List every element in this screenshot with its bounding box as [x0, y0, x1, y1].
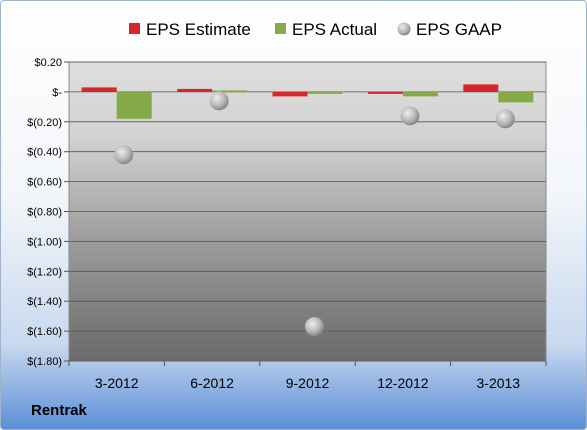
bar-eps-estimate: [272, 91, 308, 97]
legend: EPS Estimate EPS Actual EPS GAAP: [129, 20, 502, 39]
legend-swatch-gaap: [397, 22, 411, 36]
bar-layer: [81, 84, 534, 119]
bar-eps-estimate: [463, 84, 499, 92]
point-eps-gaap: [209, 91, 229, 111]
x-tick-label: 3-2012: [95, 375, 139, 391]
point-eps-gaap: [114, 145, 134, 165]
bar-eps-actual: [402, 91, 438, 97]
bar-eps-estimate: [81, 87, 117, 92]
y-tick-label: $(0.60): [27, 177, 62, 189]
y-tick-label: $0.20: [34, 57, 62, 69]
dot-layer: [114, 91, 515, 337]
y-tick-label: $(1.20): [27, 266, 62, 278]
bar-eps-actual: [116, 91, 152, 119]
legend-label-estimate: EPS Estimate: [146, 20, 251, 39]
bar-eps-actual: [498, 91, 534, 103]
x-axis: 3-2012 6-2012 9-2012 12-2012 3-2013: [95, 375, 520, 391]
point-eps-gaap: [305, 317, 324, 337]
y-tick-label: $(1.40): [27, 296, 62, 308]
x-tick-label: 6-2012: [190, 375, 234, 391]
legend-swatch-estimate: [129, 23, 140, 34]
point-eps-gaap: [400, 106, 420, 126]
legend-swatch-actual: [275, 23, 286, 34]
legend-label-gaap: EPS GAAP: [416, 20, 502, 39]
y-axis: $0.20 $- $(0.20) $(0.40) $(0.60) $(0.80) $(1.0…: [27, 57, 547, 368]
x-tick-label: 3-2013: [477, 375, 521, 391]
company-label: Rentrak: [31, 402, 87, 419]
bar-eps-estimate: [367, 91, 403, 94]
x-tick-label: 9-2012: [286, 375, 330, 391]
y-tick-label: $-: [52, 87, 62, 99]
y-tick-label: $(1.60): [27, 326, 62, 338]
point-eps-gaap: [495, 109, 515, 129]
legend-label-actual: EPS Actual: [292, 20, 377, 39]
bar-eps-actual: [307, 91, 343, 94]
bar-eps-actual: [212, 90, 248, 93]
y-tick-label: $(1.00): [27, 236, 62, 248]
y-tick-label: $(0.20): [27, 117, 62, 129]
y-tick-label: $(0.40): [27, 147, 62, 159]
x-tick-label: 12-2012: [377, 375, 429, 391]
bar-eps-estimate: [177, 88, 213, 92]
y-tick-label: $(1.80): [27, 356, 62, 368]
y-tick-label: $(0.80): [27, 207, 62, 219]
